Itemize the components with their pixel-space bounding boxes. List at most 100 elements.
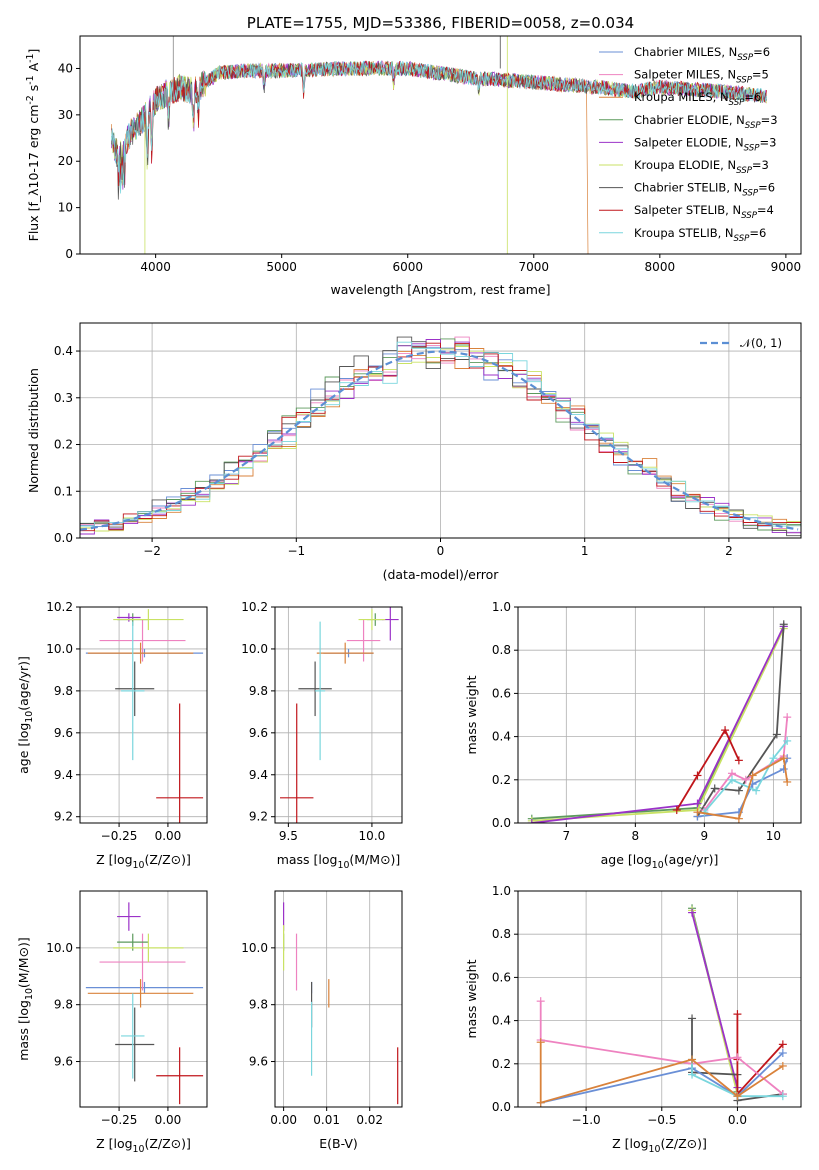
y-tick-label: 9.8 bbox=[249, 684, 268, 698]
x-tick-label: −0.25 bbox=[101, 829, 138, 843]
y-tick-label: 0 bbox=[65, 247, 73, 261]
text-span: (Z/Z⊙)] bbox=[144, 852, 190, 867]
spectrum-line-kroupa_stelib bbox=[111, 61, 767, 194]
x-tick-label: 0.01 bbox=[313, 1113, 340, 1127]
text-span: Salpeter STELIB, N bbox=[634, 203, 741, 217]
y-tick-label: 9.4 bbox=[249, 768, 268, 782]
x-axis-label: age [log10​(age/yr)] bbox=[601, 852, 719, 871]
age_vs_mass-panel: 9.5 10.0 9.2 9.4 9.6 9.8 10.0 10.2 mass [log10​(… bbox=[241, 600, 403, 871]
text-span: 10 bbox=[133, 860, 145, 871]
text-span: Salpeter MILES, N bbox=[634, 68, 736, 82]
axes-frame bbox=[274, 890, 403, 1108]
x-tick-label: 5000 bbox=[266, 260, 297, 274]
weight-line-kroupa_elodie bbox=[531, 628, 785, 822]
y-tick-label: 0.4 bbox=[492, 1014, 511, 1028]
axes-frame bbox=[79, 606, 208, 824]
x-tick-label: 0.00 bbox=[155, 829, 182, 843]
chart-title: PLATE=1755, MJD=53386, FIBERID=0058, z=0… bbox=[247, 14, 634, 32]
y-tick-label: 10.2 bbox=[46, 600, 73, 614]
text-span: SSP bbox=[736, 76, 753, 86]
y-tick-label: 0.2 bbox=[492, 1057, 511, 1071]
text-span: (M/M⊙)] bbox=[349, 852, 400, 867]
x-axis-label: Z [log10​(Z/Z⊙)] bbox=[612, 1136, 707, 1155]
text-span: =6 bbox=[753, 45, 770, 59]
mass_vs_Z-points bbox=[85, 902, 204, 1105]
x-tick-label: 0.00 bbox=[155, 1113, 182, 1127]
y-tick-label: 10 bbox=[58, 201, 73, 215]
spectrum-lines bbox=[111, 36, 767, 254]
legend-label: Chabrier STELIB, NSSP​=6 bbox=[634, 181, 775, 199]
y-tick-label: 0.1 bbox=[54, 484, 73, 498]
text-span: Kroupa ELODIE, N bbox=[634, 158, 736, 172]
text-span: =6 bbox=[744, 90, 761, 104]
axes-frame bbox=[274, 606, 403, 824]
y-tick-label: 0.2 bbox=[54, 438, 73, 452]
text-span: -1 bbox=[25, 75, 36, 84]
y-tick-label: 0.3 bbox=[54, 391, 73, 405]
text-span: -17 erg cm bbox=[26, 105, 41, 173]
spectrum-panel: 4000 5000 6000 7000 8000 9000 0 10 20 30 40 PLATE=1… bbox=[25, 14, 802, 297]
text-span: s bbox=[26, 85, 41, 96]
axes-frame bbox=[79, 890, 208, 1108]
y-tick-label: 0.6 bbox=[492, 970, 511, 984]
y-tick-label: 0.2 bbox=[492, 773, 511, 787]
x-axis-label: mass [log10​(M/M⊙)] bbox=[277, 852, 401, 871]
y-tick-label: 9.8 bbox=[249, 998, 268, 1012]
text-span: Z [log bbox=[96, 852, 132, 867]
text-span: SSP bbox=[734, 234, 751, 244]
legend-label: Salpeter STELIB, NSSP​=4 bbox=[634, 203, 774, 221]
legend-label: Kroupa MILES, NSSP​=6 bbox=[634, 90, 761, 108]
text-span: SSP bbox=[737, 53, 754, 63]
text-span: (Z/Z⊙)] bbox=[144, 1136, 190, 1151]
text-span: 10 bbox=[652, 860, 664, 871]
text-span: mass [log bbox=[277, 852, 338, 867]
text-span: SSP bbox=[744, 143, 761, 153]
text-span: age [log bbox=[601, 852, 652, 867]
text-span: -1 bbox=[25, 53, 36, 62]
legend-label: Chabrier MILES, NSSP​=6 bbox=[634, 45, 770, 63]
x-tick-label: −0.5 bbox=[647, 1113, 676, 1127]
text-span: 10 bbox=[24, 711, 35, 723]
axes-frame bbox=[517, 890, 802, 1108]
x-tick-label: 7 bbox=[562, 829, 570, 843]
y-axis-label: age [log10​(age/yr)] bbox=[16, 656, 35, 774]
legend-label: Kroupa STELIB, NSSP​=6 bbox=[634, 226, 766, 244]
text-span: =3 bbox=[761, 113, 778, 127]
text-span: SSP bbox=[742, 189, 759, 199]
text-span: Chabrier STELIB, N bbox=[634, 181, 742, 195]
y-tick-label: 0.4 bbox=[492, 730, 511, 744]
y-tick-label: 0.8 bbox=[492, 927, 511, 941]
text-span: =3 bbox=[752, 158, 769, 172]
weight-line-kroupa_stelib bbox=[691, 1059, 783, 1098]
age_vs_Z-points bbox=[85, 609, 204, 823]
y-tick-label: 9.6 bbox=[249, 1055, 268, 1069]
text-span: (Z/Z⊙)] bbox=[660, 1136, 706, 1151]
y-tick-label: 1.0 bbox=[492, 884, 511, 898]
x-tick-label: 9 bbox=[701, 829, 709, 843]
x-axis-label: Z [log10​(Z/Z⊙)] bbox=[96, 1136, 191, 1155]
x-tick-label: 2 bbox=[725, 544, 733, 558]
y-tick-label: 10.0 bbox=[46, 642, 73, 656]
y-tick-label: 0.6 bbox=[492, 686, 511, 700]
x-tick-label: 4000 bbox=[140, 260, 171, 274]
y-tick-label: 9.8 bbox=[54, 998, 73, 1012]
text-span: Chabrier MILES, N bbox=[634, 45, 737, 59]
text-span: Z [log bbox=[96, 1136, 132, 1151]
residual-lines bbox=[80, 336, 801, 537]
y-tick-label: 20 bbox=[58, 154, 73, 168]
mass_vs_ebv-points bbox=[283, 902, 399, 1105]
weight-line-salpeter_stelib bbox=[676, 728, 740, 811]
y-tick-label: 0.0 bbox=[492, 816, 511, 830]
legend-label: 𝒩(0, 1) bbox=[740, 336, 782, 350]
x-tick-label: 0.02 bbox=[356, 1113, 383, 1127]
weight-line-salpeter_elodie bbox=[531, 626, 785, 823]
x-tick-label: 0.0 bbox=[728, 1113, 747, 1127]
legend-label: Chabrier ELODIE, NSSP​=3 bbox=[634, 113, 778, 131]
x-tick-label: −1.0 bbox=[572, 1113, 601, 1127]
text-span: SSP bbox=[729, 98, 746, 108]
text-span: =4 bbox=[757, 203, 774, 217]
text-span: SSP bbox=[741, 211, 758, 221]
x-tick-label: 1 bbox=[581, 544, 589, 558]
axes-frame bbox=[79, 322, 802, 539]
